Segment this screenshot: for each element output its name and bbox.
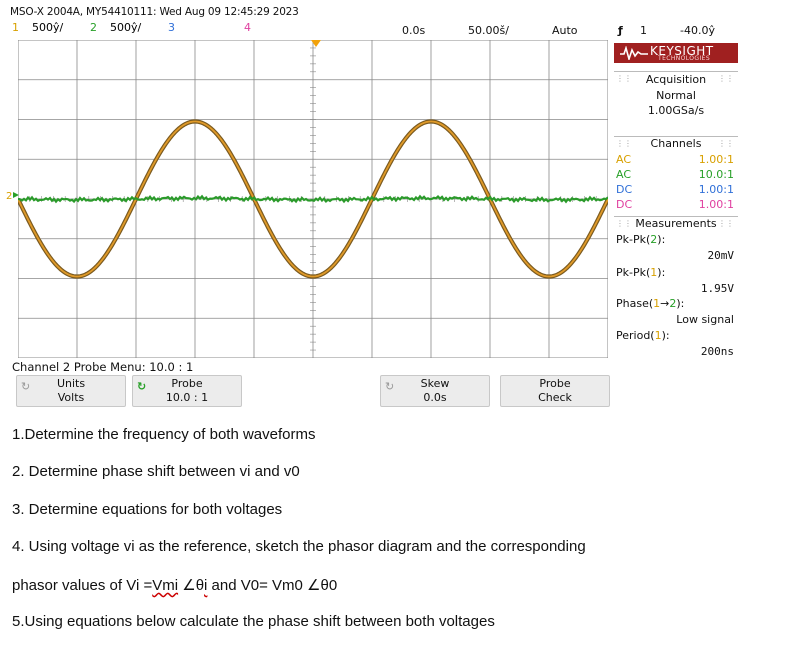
measurement-value: 1.95V — [700, 282, 734, 295]
oscilloscope-screenshot: MSO-X 2004A, MY54410111: Wed Aug 09 12:4… — [6, 6, 738, 407]
probe-ratio-softkey[interactable]: ↻ Probe 10.0 : 1 — [132, 375, 242, 407]
measurement-value: 200ns — [700, 345, 734, 358]
brand-name: KEYSIGHT — [650, 44, 714, 58]
rotate-knob-icon: ↻ — [21, 380, 31, 393]
measurement-label: Phase(1→2): — [616, 297, 685, 310]
keysight-logo: KEYSIGHT TECHNOLOGIES — [614, 43, 738, 63]
channel-coupling: AC — [616, 168, 632, 181]
question-5: 5.Using equations below calculate the ph… — [12, 613, 495, 630]
question-3: 3. Determine equations for both voltages — [12, 501, 283, 518]
measurements-title: Measurements — [635, 217, 717, 230]
grip-icon: ⋮⋮ — [718, 139, 734, 148]
grip-icon: ⋮⋮ — [616, 219, 632, 228]
probe-check-softkey[interactable]: Probe Check — [500, 375, 610, 407]
scope-header: MSO-X 2004A, MY54410111: Wed Aug 09 12:4… — [10, 6, 299, 18]
channel-probe-ratio: 1.00:1 — [698, 198, 734, 211]
skew-softkey[interactable]: ↻ Skew 0.0s — [380, 375, 490, 407]
waveform-display: 2 — [6, 40, 608, 358]
measurement-label: Period(1): — [616, 329, 670, 342]
question-4: 4. Using voltage vi as the reference, sk… — [12, 538, 586, 555]
measurement-value: Low signal — [676, 313, 734, 326]
rotate-knob-icon: ↻ — [137, 380, 147, 393]
acquisition-mode: Normal — [656, 89, 696, 102]
measurement-label: Pk-Pk(2): — [616, 233, 666, 246]
units-softkey[interactable]: ↻ Units Volts — [16, 375, 126, 407]
channel-probe-ratio: 10.0:1 — [698, 168, 734, 181]
svg-text:2: 2 — [6, 191, 12, 202]
grip-icon: ⋮⋮ — [718, 219, 734, 228]
channel-2-number: 2 — [90, 21, 97, 34]
channel-1-scale: 500ŷ/ — [32, 21, 64, 34]
channel-probe-ratio: 1.00:1 — [698, 153, 734, 166]
brand-subtitle: TECHNOLOGIES — [658, 55, 711, 62]
channel-coupling: DC — [616, 198, 633, 211]
channel-coupling: DC — [616, 183, 633, 196]
trigger-mode: Auto — [552, 24, 578, 37]
ground-level-marker: 2 — [6, 191, 19, 202]
grip-icon: ⋮⋮ — [616, 74, 632, 83]
question-1: 1.Determine the frequency of both wavefo… — [12, 426, 316, 443]
channel-coupling: AC — [616, 153, 632, 166]
grip-icon: ⋮⋮ — [718, 74, 734, 83]
channel-4-number: 4 — [244, 21, 251, 34]
trigger-level: -40.0ŷ — [680, 24, 715, 37]
graticule — [18, 40, 608, 358]
channel-3-number: 3 — [168, 21, 175, 34]
channel-1-waveform-core — [18, 120, 608, 278]
channels-title: Channels — [650, 137, 702, 150]
question-2: 2. Determine phase shift between vi and … — [12, 463, 300, 480]
trigger-position-marker — [311, 40, 321, 47]
sample-rate: 1.00GSa/s — [647, 104, 705, 117]
grip-icon: ⋮⋮ — [616, 139, 632, 148]
trigger-edge-icon: ƒ — [618, 24, 623, 37]
question-4-continued: phasor values of Vi =Vmi ∠θi and V0= Vm0… — [12, 577, 338, 594]
acquisition-title: Acquisition — [645, 73, 707, 86]
channel-2-waveform — [18, 194, 608, 204]
keysight-wave-icon — [620, 46, 648, 60]
measurement-label: Pk-Pk(1): — [616, 266, 666, 279]
rotate-knob-icon: ↻ — [385, 380, 395, 393]
channel-1-number: 1 — [12, 21, 19, 34]
side-panel: KEYSIGHT TECHNOLOGIES ⋮⋮ ⋮⋮ Acquisition … — [614, 40, 738, 358]
time-delay: 0.0s — [402, 24, 426, 37]
channel-2-scale: 500ŷ/ — [110, 21, 142, 34]
probe-menu-title: Channel 2 Probe Menu: 10.0 : 1 — [12, 360, 194, 374]
measurement-value: 20mV — [707, 249, 735, 262]
channel-probe-ratio: 1.00:1 — [698, 183, 734, 196]
trigger-channel: 1 — [640, 24, 647, 37]
spellcheck-underlined-word: Vmi — [152, 577, 179, 594]
time-scale: 50.00š/ — [468, 24, 509, 37]
